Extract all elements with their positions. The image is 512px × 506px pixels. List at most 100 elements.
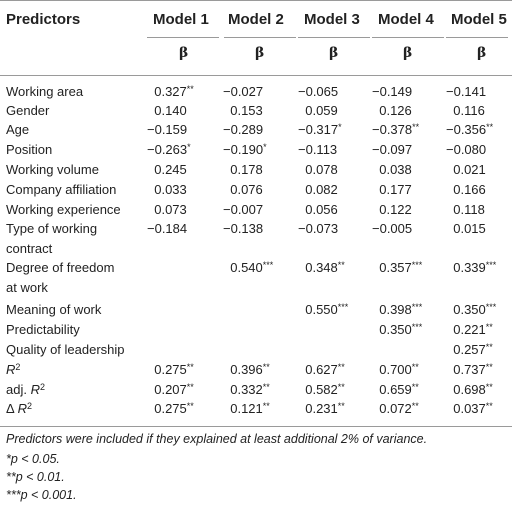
- beta-4: β: [403, 45, 413, 61]
- table-cell: 0.073: [147, 202, 187, 217]
- table-cell: −0.005: [372, 221, 413, 236]
- model-1-header: Model 1: [153, 11, 209, 28]
- table-cell: 0.015: [446, 221, 486, 236]
- table-cell: 0.332**: [223, 382, 270, 397]
- table-cell: −0.138: [223, 221, 264, 236]
- table-cell: −0.073: [298, 221, 339, 236]
- table-cell: 0.082: [298, 182, 338, 197]
- model-4-rule: [372, 37, 444, 38]
- table-cell: −0.317*: [298, 122, 342, 137]
- row-label-continued: at work: [6, 280, 48, 295]
- table-cell: −0.159: [147, 122, 188, 137]
- table-cell: 0.221**: [446, 322, 493, 337]
- row-label: Meaning of work: [6, 302, 102, 317]
- table-cell: −0.007: [223, 202, 264, 217]
- model-2-header: Model 2: [228, 11, 284, 28]
- table-cell: 0.245: [147, 162, 187, 177]
- row-label: Quality of leadership: [6, 342, 125, 357]
- row-label: Working area: [6, 84, 84, 99]
- table-cell: 0.177: [372, 182, 412, 197]
- table-cell: 0.037**: [446, 401, 493, 416]
- row-label: Predictability: [6, 322, 80, 337]
- model-2-rule: [224, 37, 296, 38]
- row-label: Company affiliation: [6, 182, 117, 197]
- table-cell: 0.231**: [298, 401, 345, 416]
- row-label: R2: [6, 362, 21, 377]
- table-top-rule: [0, 0, 512, 1]
- row-label: Gender: [6, 103, 50, 118]
- table-cell: 0.166: [446, 182, 486, 197]
- table-cell: 0.140: [147, 103, 187, 118]
- row-label: Degree of freedom: [6, 260, 115, 275]
- model-5-rule: [446, 37, 508, 38]
- table-cell: −0.149: [372, 84, 413, 99]
- table-cell: −0.141: [446, 84, 487, 99]
- model-4-header: Model 4: [378, 11, 434, 28]
- header-bottom-rule: [0, 75, 512, 76]
- note-inclusion: Predictors were included if they explain…: [6, 432, 428, 446]
- table-cell: −0.097: [372, 142, 413, 157]
- note-p05: *p < 0.05.: [6, 452, 60, 466]
- table-cell: 0.118: [446, 202, 485, 217]
- table-cell: 0.257**: [446, 342, 493, 357]
- table-cell: −0.027: [223, 84, 264, 99]
- table-cell: 0.038: [372, 162, 412, 177]
- model-3-rule: [298, 37, 370, 38]
- row-label: Δ R2: [6, 401, 32, 416]
- table-cell: −0.356**: [446, 122, 494, 137]
- table-cell: 0.327**: [147, 84, 194, 99]
- table-cell: 0.121**: [223, 401, 270, 416]
- table-cell: 0.207**: [147, 382, 194, 397]
- table-cell: 0.627**: [298, 362, 345, 377]
- table-cell: 0.550***: [298, 302, 349, 317]
- table-cell: 0.737**: [446, 362, 493, 377]
- table-cell: 0.275**: [147, 401, 194, 416]
- table-cell: 0.021: [446, 162, 486, 177]
- table-cell: −0.263*: [147, 142, 191, 157]
- table-cell: 0.350***: [372, 322, 423, 337]
- table-cell: 0.275**: [147, 362, 194, 377]
- table-cell: 0.582**: [298, 382, 345, 397]
- table-cell: 0.396**: [223, 362, 270, 377]
- table-cell: −0.080: [446, 142, 487, 157]
- table-cell: −0.184: [147, 221, 188, 236]
- table-cell: 0.540***: [223, 260, 274, 275]
- table-cell: 0.398***: [372, 302, 423, 317]
- row-label-continued: contract: [6, 241, 53, 256]
- table-cell: −0.289: [223, 122, 264, 137]
- row-label: Working experience: [6, 202, 121, 217]
- table-cell: 0.078: [298, 162, 338, 177]
- model-1-rule: [147, 37, 219, 38]
- table-cell: 0.350***: [446, 302, 497, 317]
- model-5-header: Model 5: [451, 11, 507, 28]
- row-label: Type of working: [6, 221, 98, 236]
- note-p01: **p < 0.01.: [6, 470, 65, 484]
- table-cell: 0.659**: [372, 382, 419, 397]
- beta-3: β: [329, 45, 339, 61]
- predictors-header: Predictors: [6, 11, 81, 28]
- table-cell: 0.348**: [298, 260, 345, 275]
- row-label: Age: [6, 122, 30, 137]
- table-cell: −0.378**: [372, 122, 420, 137]
- row-label: Position: [6, 142, 53, 157]
- table-cell: 0.116: [446, 103, 485, 118]
- table-cell: −0.113: [298, 142, 338, 157]
- row-label: Working volume: [6, 162, 99, 177]
- table-cell: 0.698**: [446, 382, 493, 397]
- table-cell: −0.190*: [223, 142, 267, 157]
- model-3-header: Model 3: [304, 11, 360, 28]
- table-cell: 0.126: [372, 103, 412, 118]
- table-cell: 0.178: [223, 162, 263, 177]
- table-cell: 0.122: [372, 202, 412, 217]
- table-cell: 0.339***: [446, 260, 497, 275]
- note-p001: ***p < 0.001.: [6, 488, 77, 502]
- table-cell: 0.153: [223, 103, 263, 118]
- table-cell: 0.072**: [372, 401, 419, 416]
- table-cell: 0.357***: [372, 260, 423, 275]
- row-label: adj. R2: [6, 382, 45, 397]
- beta-5: β: [477, 45, 487, 61]
- table-bottom-rule: [0, 426, 512, 427]
- beta-2: β: [255, 45, 265, 61]
- table-cell: 0.056: [298, 202, 338, 217]
